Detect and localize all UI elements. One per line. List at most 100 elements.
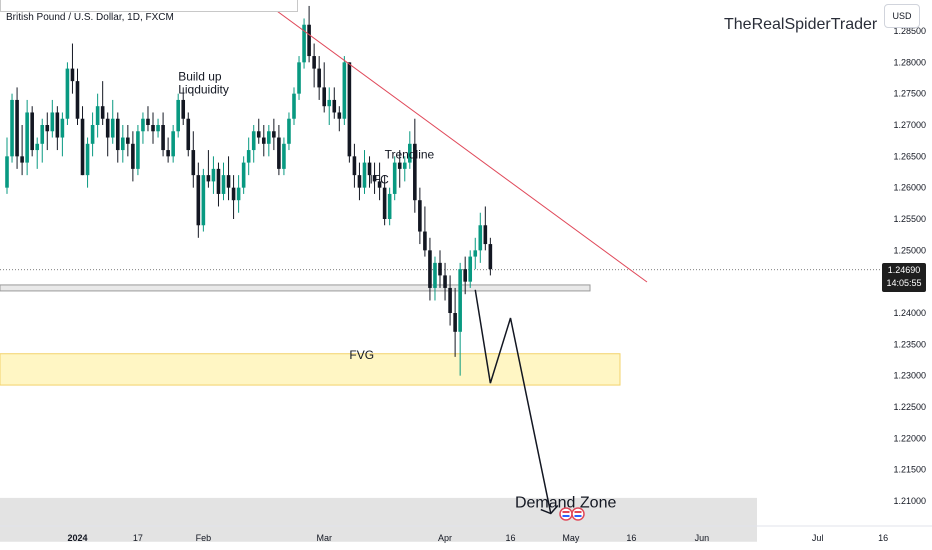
candle-body bbox=[443, 275, 447, 288]
candle bbox=[216, 162, 221, 207]
annotation-label: Build up Liqduidity bbox=[178, 69, 229, 96]
candle-body bbox=[357, 175, 362, 188]
candle-body bbox=[191, 150, 196, 176]
flag-icon bbox=[571, 507, 585, 521]
candle-body bbox=[267, 131, 271, 144]
flag-stripe bbox=[574, 511, 582, 513]
candle bbox=[317, 56, 321, 100]
symbol-title[interactable]: British Pound / U.S. Dollar, 1D, FXCM bbox=[6, 12, 174, 23]
candle bbox=[458, 262, 462, 376]
candle bbox=[292, 87, 296, 125]
candle bbox=[236, 175, 241, 213]
candle-body bbox=[5, 156, 9, 188]
candle bbox=[448, 275, 452, 326]
annotation-line: Demand Zone bbox=[515, 494, 616, 511]
candle-body bbox=[20, 156, 24, 163]
candle-body bbox=[201, 175, 206, 226]
y-tick-label: 1.24000 bbox=[893, 308, 926, 318]
candle-body bbox=[256, 131, 261, 138]
candle bbox=[196, 162, 201, 238]
x-tick-label: 2024 bbox=[67, 533, 87, 543]
candle bbox=[337, 106, 342, 132]
candle-body bbox=[100, 106, 105, 119]
candle-body bbox=[206, 175, 211, 182]
candle bbox=[181, 87, 186, 125]
candle bbox=[357, 162, 362, 201]
candle-body bbox=[317, 68, 321, 88]
candle-body bbox=[181, 99, 186, 119]
x-tick-label: Jul bbox=[812, 533, 824, 543]
y-tick-label: 1.23500 bbox=[893, 339, 926, 349]
candle-body bbox=[25, 112, 29, 163]
candle-body bbox=[121, 137, 125, 151]
event-badge bbox=[571, 507, 585, 521]
y-tick-label: 1.26000 bbox=[893, 183, 926, 193]
candle bbox=[156, 118, 160, 138]
countdown-label: 14:05:55 bbox=[886, 278, 922, 288]
current-price-label: 1.24690 bbox=[887, 265, 921, 275]
candle bbox=[5, 137, 9, 194]
candle bbox=[433, 256, 437, 301]
demand-zone-box bbox=[0, 497, 757, 542]
candle-body bbox=[408, 143, 412, 163]
candle bbox=[256, 118, 261, 144]
flag-stripe bbox=[562, 515, 570, 517]
candle bbox=[241, 156, 246, 194]
candle bbox=[50, 99, 55, 138]
candle bbox=[90, 112, 95, 157]
candle-body bbox=[226, 175, 231, 188]
y-tick-label: 1.25500 bbox=[893, 214, 926, 224]
candle-body bbox=[428, 250, 432, 288]
candle-body bbox=[352, 156, 357, 176]
candle bbox=[231, 175, 236, 219]
candle bbox=[402, 156, 407, 182]
candle-body bbox=[327, 99, 332, 107]
candle bbox=[372, 162, 377, 194]
candle bbox=[246, 137, 251, 176]
candle bbox=[35, 137, 40, 169]
candle-body bbox=[387, 193, 392, 219]
candle bbox=[397, 150, 402, 188]
y-tick-label: 1.21000 bbox=[893, 496, 926, 506]
candle-body bbox=[55, 112, 60, 138]
candle bbox=[126, 125, 130, 157]
candle-body bbox=[30, 112, 34, 151]
candle-body bbox=[186, 118, 191, 151]
x-tick-label: Apr bbox=[438, 533, 452, 543]
annotation-label: FVG bbox=[349, 348, 374, 362]
candle bbox=[191, 131, 196, 188]
candle bbox=[413, 118, 417, 213]
candle bbox=[473, 237, 478, 270]
candle bbox=[362, 150, 367, 194]
candle bbox=[418, 187, 422, 245]
candle bbox=[438, 250, 442, 288]
candle bbox=[141, 112, 145, 144]
candle-body bbox=[292, 93, 296, 119]
candle-body bbox=[392, 162, 397, 194]
candle bbox=[161, 112, 165, 157]
candle bbox=[186, 112, 191, 157]
candle bbox=[131, 131, 135, 182]
candle-body bbox=[171, 131, 175, 157]
candle bbox=[110, 99, 115, 144]
candle-body bbox=[196, 175, 201, 226]
candle-body bbox=[372, 175, 377, 182]
candle bbox=[121, 125, 125, 163]
candle-body bbox=[211, 168, 216, 182]
candle-body bbox=[483, 225, 488, 245]
currency-button[interactable]: USD bbox=[884, 4, 920, 28]
candle-body bbox=[332, 99, 337, 113]
candle-body bbox=[282, 143, 286, 169]
support-band bbox=[0, 284, 591, 292]
candle bbox=[261, 125, 266, 157]
x-tick-label: Mar bbox=[316, 533, 332, 543]
candle-body bbox=[131, 143, 135, 169]
candle-body bbox=[70, 68, 75, 82]
candle-body bbox=[115, 118, 120, 151]
candle bbox=[377, 162, 382, 201]
x-tick-label: 17 bbox=[133, 533, 143, 543]
fvg-zone-box bbox=[0, 353, 621, 386]
candle-body bbox=[65, 68, 70, 119]
